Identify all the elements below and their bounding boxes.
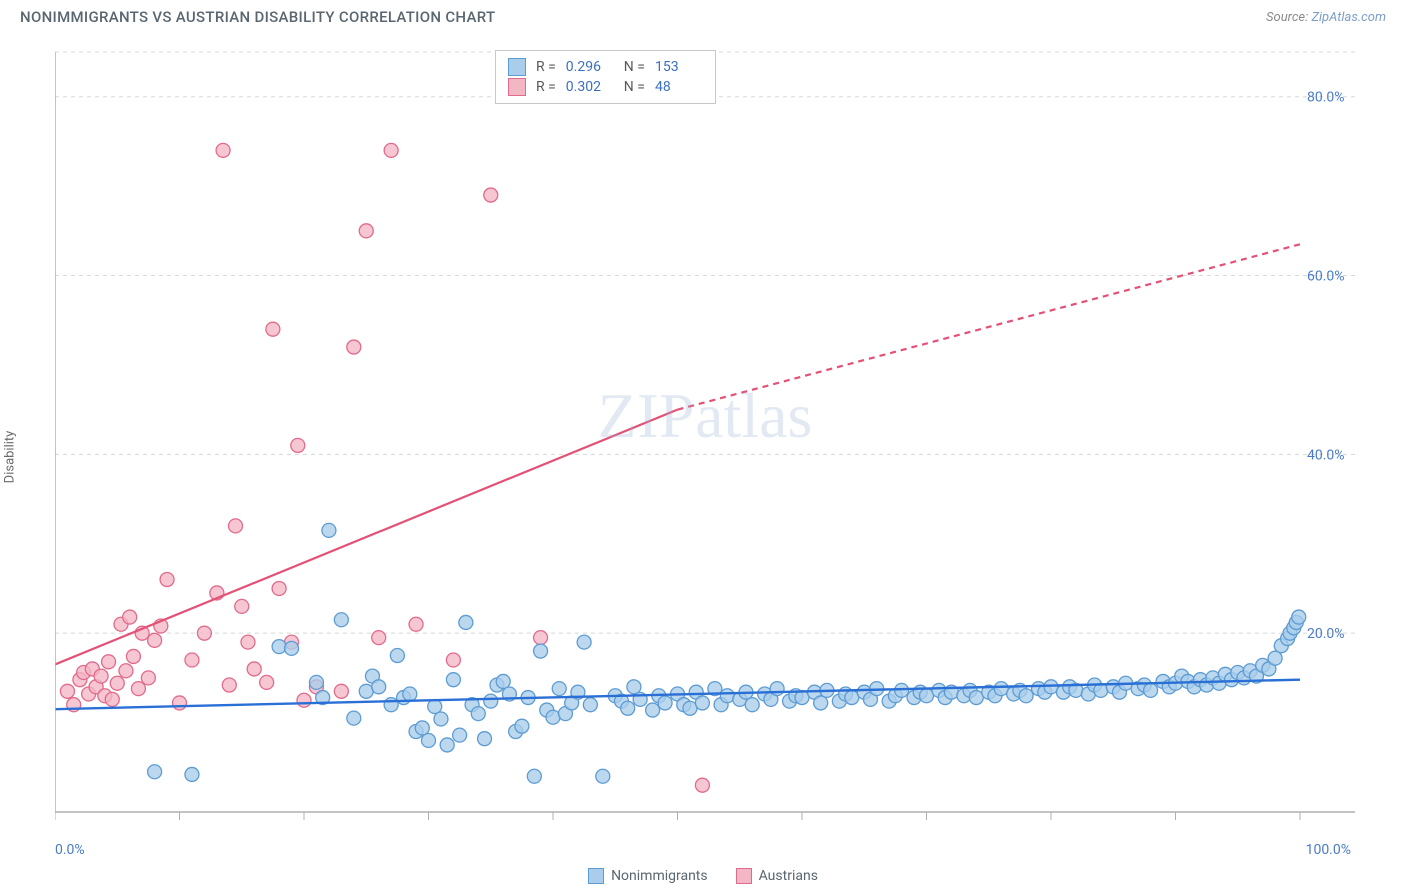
legend-swatch bbox=[588, 868, 604, 884]
gridlines bbox=[55, 52, 1355, 633]
legend-swatch bbox=[508, 78, 526, 96]
source-prefix: Source: bbox=[1266, 10, 1311, 25]
r-label: R = bbox=[536, 79, 556, 95]
r-label: R = bbox=[536, 59, 556, 75]
chart-title: NONIMMIGRANTS VS AUSTRIAN DISABILITY COR… bbox=[20, 8, 495, 26]
legend-swatch bbox=[736, 868, 752, 884]
blue-points bbox=[148, 523, 1306, 783]
legend-series-label: Austrians bbox=[759, 868, 818, 884]
n-label: N = bbox=[624, 59, 645, 75]
chart-wrap: Disability 20.0%40.0%60.0%80.0% ZIPatlas… bbox=[0, 32, 1406, 882]
n-value: 48 bbox=[655, 79, 703, 95]
r-value: 0.296 bbox=[566, 59, 614, 75]
source-link[interactable]: ZipAtlas.com bbox=[1311, 10, 1386, 25]
legend-series-label: Nonimmigrants bbox=[611, 868, 708, 884]
legend-series: Nonimmigrants Austrians bbox=[0, 868, 1406, 884]
chart-svg: 20.0% 40.0% 60.0% 80.0% bbox=[55, 42, 1355, 822]
legend-swatch bbox=[508, 58, 526, 76]
n-label: N = bbox=[624, 79, 645, 95]
n-value: 153 bbox=[655, 59, 703, 75]
y-axis-label: Disability bbox=[3, 431, 18, 484]
plot-area: 20.0%40.0%60.0%80.0% ZIPatlas R = 0.296 … bbox=[55, 42, 1355, 822]
legend-stat-row: R = 0.296 N = 153 bbox=[508, 57, 703, 77]
x-min-label: 0.0% bbox=[55, 842, 85, 858]
legend-stat-row: R = 0.302 N = 48 bbox=[508, 77, 703, 97]
y-tick-labels: 20.0% 40.0% 60.0% 80.0% bbox=[1307, 90, 1345, 642]
svg-text:80.0%: 80.0% bbox=[1307, 90, 1345, 106]
svg-text:20.0%: 20.0% bbox=[1307, 626, 1345, 642]
x-max-label: 100.0% bbox=[1306, 842, 1351, 858]
r-value: 0.302 bbox=[566, 79, 614, 95]
svg-text:60.0%: 60.0% bbox=[1307, 269, 1345, 285]
chart-header: NONIMMIGRANTS VS AUSTRIAN DISABILITY COR… bbox=[0, 0, 1406, 32]
source-credit: Source: ZipAtlas.com bbox=[1266, 10, 1386, 25]
svg-text:40.0%: 40.0% bbox=[1307, 447, 1345, 463]
legend-series-item: Nonimmigrants bbox=[588, 868, 708, 884]
legend-stats: R = 0.296 N = 153 R = 0.302 N = 48 bbox=[495, 50, 716, 104]
legend-series-item: Austrians bbox=[736, 868, 818, 884]
